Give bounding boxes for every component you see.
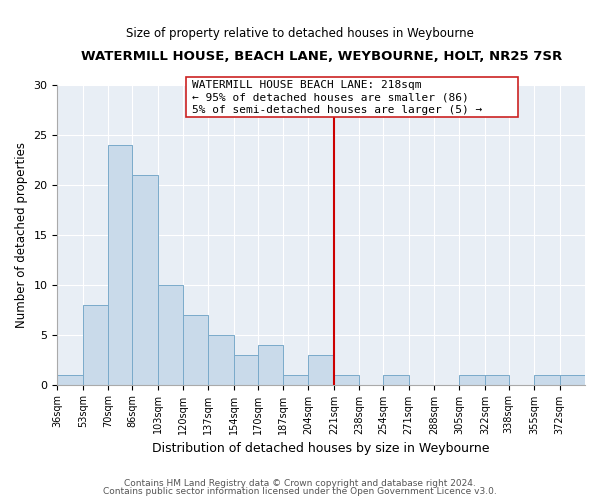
Text: ← 95% of detached houses are smaller (86): ← 95% of detached houses are smaller (86…	[192, 92, 469, 102]
Bar	[183, 314, 208, 384]
Text: Size of property relative to detached houses in Weybourne: Size of property relative to detached ho…	[126, 28, 474, 40]
Text: 5% of semi-detached houses are larger (5) →: 5% of semi-detached houses are larger (5…	[192, 105, 482, 115]
Bar	[158, 284, 183, 384]
Bar	[560, 374, 585, 384]
Text: WATERMILL HOUSE BEACH LANE: 218sqm: WATERMILL HOUSE BEACH LANE: 218sqm	[192, 80, 421, 90]
Bar	[83, 304, 108, 384]
Text: Contains public sector information licensed under the Open Government Licence v3: Contains public sector information licen…	[103, 487, 497, 496]
Bar	[58, 374, 83, 384]
Bar	[283, 374, 308, 384]
Bar	[383, 374, 409, 384]
Bar	[308, 354, 334, 384]
Y-axis label: Number of detached properties: Number of detached properties	[15, 142, 28, 328]
Bar	[234, 354, 257, 384]
Bar	[334, 374, 359, 384]
FancyBboxPatch shape	[186, 77, 518, 117]
Bar	[534, 374, 560, 384]
Bar	[485, 374, 509, 384]
Bar	[257, 344, 283, 385]
Bar	[208, 334, 234, 384]
Text: Contains HM Land Registry data © Crown copyright and database right 2024.: Contains HM Land Registry data © Crown c…	[124, 478, 476, 488]
Bar	[132, 175, 158, 384]
X-axis label: Distribution of detached houses by size in Weybourne: Distribution of detached houses by size …	[152, 442, 490, 455]
Bar	[108, 145, 132, 384]
Title: WATERMILL HOUSE, BEACH LANE, WEYBOURNE, HOLT, NR25 7SR: WATERMILL HOUSE, BEACH LANE, WEYBOURNE, …	[80, 50, 562, 63]
Bar	[460, 374, 485, 384]
